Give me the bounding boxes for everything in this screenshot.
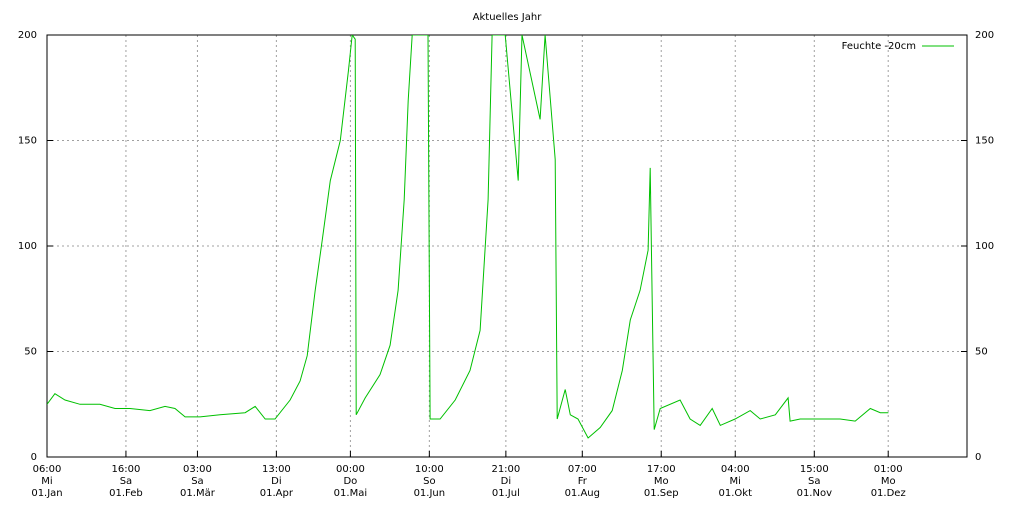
x-tick-label: 03:00 xyxy=(183,464,212,475)
y-tick-label: 100 xyxy=(18,241,37,252)
x-tick-label: 01.Jul xyxy=(492,488,520,499)
x-tick-label: 07:00 xyxy=(568,464,597,475)
x-tick-label: 06:00 xyxy=(33,464,62,475)
x-tick-label: 04:00 xyxy=(721,464,750,475)
x-tick-label: Mi xyxy=(41,476,52,487)
data-line xyxy=(47,35,889,439)
x-tick-label: Mi xyxy=(730,476,741,487)
legend-label: Feuchte -20cm xyxy=(842,41,916,52)
x-tick-label: Mo xyxy=(881,476,896,487)
x-tick-label: 17:00 xyxy=(647,464,676,475)
y-tick-label: 150 xyxy=(18,136,37,147)
x-tick-label: 21:00 xyxy=(491,464,520,475)
x-tick-label: 01.Mai xyxy=(334,488,367,499)
y2-tick-label: 200 xyxy=(975,30,994,41)
plot-frame xyxy=(46,34,968,458)
x-tick-label: 01.Apr xyxy=(260,488,294,499)
x-tick-label: 16:00 xyxy=(112,464,141,475)
y2-tick-label: 150 xyxy=(975,136,994,147)
y2-tick-label: 50 xyxy=(975,347,988,358)
x-tick-label: Mo xyxy=(654,476,669,487)
x-tick-label: 15:00 xyxy=(800,464,829,475)
x-tick-label: 01.Aug xyxy=(565,488,600,499)
x-tick-label: 01.Sep xyxy=(644,488,679,499)
x-tick-label: So xyxy=(423,476,435,487)
y2-tick-label: 100 xyxy=(975,241,994,252)
x-tick-label: Di xyxy=(501,476,511,487)
x-tick-label: 13:00 xyxy=(262,464,291,475)
x-tick-label: 01.Jan xyxy=(31,488,62,499)
x-tick-label: 01.Jun xyxy=(414,488,446,499)
x-tick-label: 01.Dez xyxy=(871,488,906,499)
x-tick-label: 01:00 xyxy=(874,464,903,475)
x-tick-label: Sa xyxy=(808,476,820,487)
y-tick-label: 0 xyxy=(31,452,37,463)
x-tick-label: Fr xyxy=(578,476,588,487)
x-tick-label: Do xyxy=(343,476,357,487)
x-tick-label: Di xyxy=(271,476,281,487)
y2-tick-label: 0 xyxy=(975,452,981,463)
y-tick-label: 50 xyxy=(24,347,37,358)
x-tick-label: 01.Mär xyxy=(180,488,216,499)
x-tick-label: Sa xyxy=(120,476,132,487)
x-tick-label: 01.Okt xyxy=(719,488,753,499)
x-tick-label: 00:00 xyxy=(336,464,365,475)
x-tick-label: 01.Feb xyxy=(109,488,143,499)
chart-title: Aktuelles Jahr xyxy=(473,12,543,23)
x-tick-label: 10:00 xyxy=(415,464,444,475)
x-tick-label: 01.Nov xyxy=(797,488,833,499)
y-tick-label: 200 xyxy=(18,30,37,41)
x-tick-label: Sa xyxy=(191,476,203,487)
